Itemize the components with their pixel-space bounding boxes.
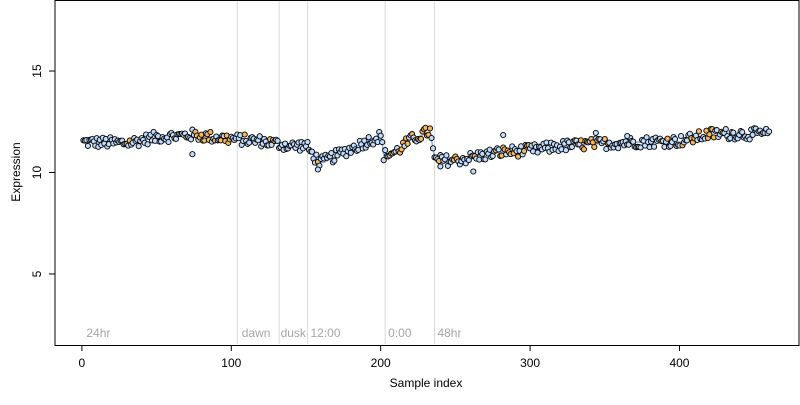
data-point (187, 136, 195, 143)
data-point (84, 142, 91, 149)
y-axis-label: Expression (9, 142, 23, 201)
data-point (365, 134, 372, 141)
data-point (671, 136, 679, 143)
time-marker-label: 24hr (86, 326, 110, 340)
data-point (479, 150, 486, 157)
data-point (521, 147, 528, 155)
data-point (313, 151, 320, 158)
data-point (379, 139, 386, 146)
time-marker-label: dawn (242, 326, 271, 340)
data-point (706, 131, 713, 138)
y-tick-label: 5 (30, 270, 44, 277)
data-point (314, 166, 321, 173)
data-point (426, 125, 434, 132)
data-point (361, 137, 368, 144)
data-point (437, 163, 444, 170)
data-point (500, 131, 507, 139)
data-point (766, 128, 773, 135)
plot-frame (54, 0, 800, 346)
data-point (580, 146, 587, 153)
data-point (591, 143, 598, 151)
data-point (730, 129, 737, 136)
time-marker-label: dusk (281, 326, 307, 340)
data-point (207, 128, 214, 136)
x-tick-label: 0 (79, 356, 86, 370)
x-axis-label: Sample index (390, 376, 463, 390)
time-marker-label: 0:00 (388, 326, 412, 340)
data-point (695, 128, 702, 135)
y-tick-label: 15 (30, 64, 44, 78)
data-point (328, 149, 335, 157)
data-point (343, 153, 350, 160)
y-tick-label: 10 (30, 166, 44, 180)
data-point (377, 132, 384, 139)
data-point (380, 157, 387, 164)
data-point (470, 168, 477, 175)
data-point (189, 151, 196, 158)
data-point (443, 152, 450, 159)
data-point (651, 143, 658, 150)
data-point (308, 148, 316, 155)
data-point (404, 140, 411, 147)
data-point (615, 145, 622, 152)
x-tick-label: 300 (520, 356, 540, 370)
data-point (534, 149, 541, 156)
data-point (256, 133, 263, 140)
data-point (746, 136, 753, 143)
data-point (630, 138, 637, 145)
data-point (135, 143, 142, 150)
time-marker-label: 12:00 (310, 326, 340, 340)
data-point (347, 149, 354, 156)
data-point (331, 157, 338, 164)
data-point (382, 147, 389, 154)
data-point (562, 147, 569, 154)
data-point (274, 137, 281, 144)
data-point (624, 132, 631, 140)
data-point (568, 143, 575, 150)
data-point (601, 135, 608, 143)
data-point (664, 135, 671, 142)
data-point (592, 129, 599, 136)
data-point (144, 141, 151, 148)
data-point (677, 132, 685, 140)
data-point (739, 129, 746, 136)
data-point (165, 138, 172, 146)
data-point (482, 156, 489, 163)
data-point (429, 145, 437, 152)
x-tick-label: 100 (221, 356, 241, 370)
data-point (428, 134, 435, 142)
data-point (722, 126, 729, 133)
x-tick-label: 400 (669, 356, 689, 370)
x-tick-label: 200 (371, 356, 391, 370)
time-marker-label: 48hr (437, 326, 461, 340)
data-point (304, 138, 311, 146)
data-point (417, 135, 425, 142)
data-point (465, 157, 472, 164)
data-point (241, 131, 248, 138)
